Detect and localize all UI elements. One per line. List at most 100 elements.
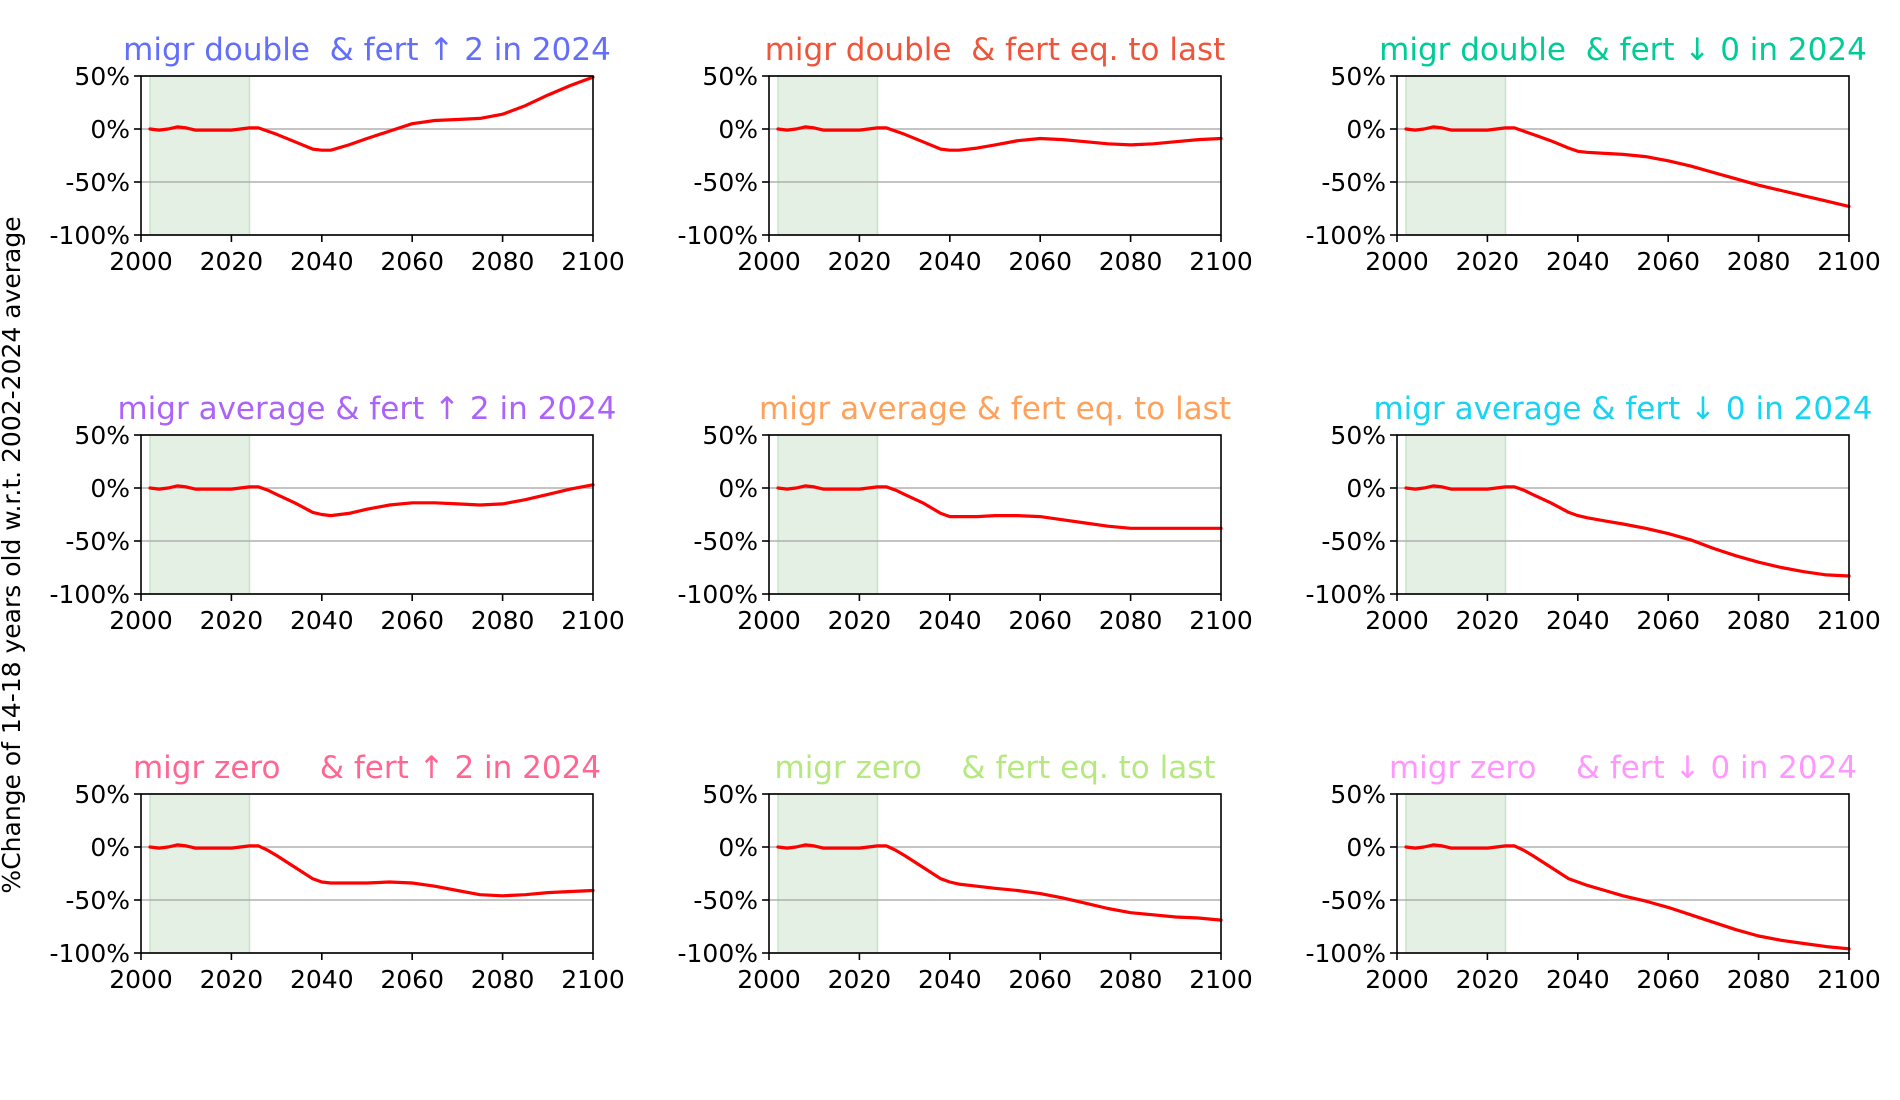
- x-tick-label: 2040: [290, 965, 354, 994]
- x-tick-label: 2020: [1456, 606, 1520, 635]
- axes-frame: [140, 793, 594, 954]
- y-tick-label: 50%: [74, 780, 130, 809]
- x-tick-label: 2000: [737, 606, 801, 635]
- series-line: [776, 484, 1223, 530]
- x-tick-label: 2060: [1008, 247, 1072, 276]
- y-tick-label: -50%: [65, 527, 130, 556]
- x-tick-label: 2060: [1636, 606, 1700, 635]
- x-tick-label: 2100: [1817, 965, 1881, 994]
- x-tick-label: 2020: [1456, 965, 1520, 994]
- y-tick-label: -100%: [1306, 580, 1387, 609]
- y-tick-label: -100%: [678, 580, 759, 609]
- y-tick-label: 50%: [702, 780, 758, 809]
- axes-frame: [140, 434, 594, 595]
- subplot-4: 50% 0% -50% -100%2000 2020 2040 2060 2080 2100 mi…: [50, 391, 625, 635]
- x-tick-label: 2000: [1365, 606, 1429, 635]
- x-tick-label: 2020: [200, 965, 264, 994]
- x-tick-label: 2100: [561, 606, 625, 635]
- x-tick-label: 2040: [290, 247, 354, 276]
- x-tick-label: 2040: [290, 606, 354, 635]
- shaded-reference-span: [777, 793, 879, 954]
- x-tick-label: 2040: [918, 965, 982, 994]
- y-tick-label: -50%: [1321, 527, 1386, 556]
- subplot-2: 50% 0% -50% -100%2000 2020 2040 2060 2080 2100 mi…: [678, 32, 1253, 276]
- series-line: [776, 125, 1223, 152]
- x-tick-label: 2080: [471, 247, 535, 276]
- series-line: [148, 843, 595, 898]
- subplot-title: migr double & fert ↑ 2 in 2024: [123, 32, 611, 68]
- x-tick-label: 2060: [1636, 965, 1700, 994]
- subplot-title: migr zero & fert ↓ 0 in 2024: [1389, 750, 1857, 786]
- x-tick-label: 2080: [471, 606, 535, 635]
- axes-frame: [768, 793, 1222, 954]
- subplot-title: migr zero & fert eq. to last: [775, 750, 1216, 786]
- y-tick-label: -50%: [1321, 886, 1386, 915]
- x-tick-label: 2060: [380, 606, 444, 635]
- y-tick-label: -50%: [693, 886, 758, 915]
- y-tick-label: -100%: [1306, 939, 1387, 968]
- x-tick-label: 2080: [471, 965, 535, 994]
- subplot-title: migr average & fert eq. to last: [759, 391, 1231, 427]
- y-tick-label: -100%: [678, 221, 759, 250]
- series-line: [1404, 843, 1851, 951]
- x-tick-label: 2100: [561, 247, 625, 276]
- x-tick-label: 2000: [109, 247, 173, 276]
- subplot-6: 50% 0% -50% -100%2000 2020 2040 2060 2080 2100 mi…: [1306, 391, 1881, 635]
- x-tick-label: 2100: [1189, 965, 1253, 994]
- y-tick-label: 0%: [718, 833, 758, 862]
- x-tick-label: 2000: [1365, 247, 1429, 276]
- shaded-reference-span: [149, 434, 251, 595]
- y-tick-label: 0%: [1346, 115, 1386, 144]
- shaded-reference-span: [1405, 434, 1507, 595]
- x-tick-label: 2100: [1817, 606, 1881, 635]
- subplot-title: migr double & fert ↓ 0 in 2024: [1379, 32, 1867, 68]
- y-tick-label: 50%: [74, 421, 130, 450]
- subplot-8: 50% 0% -50% -100%2000 2020 2040 2060 2080 2100 mi…: [678, 750, 1253, 994]
- y-tick-label: 50%: [702, 421, 758, 450]
- y-tick-label: -50%: [1321, 168, 1386, 197]
- y-tick-label: -50%: [693, 527, 758, 556]
- subplot-7: 50% 0% -50% -100%2000 2020 2040 2060 2080 2100 mi…: [50, 750, 625, 994]
- axes-frame: [768, 434, 1222, 595]
- subplot-title: migr average & fert ↓ 0 in 2024: [1373, 391, 1872, 427]
- x-tick-label: 2060: [380, 247, 444, 276]
- y-tick-label: -50%: [693, 168, 758, 197]
- y-tick-label: 0%: [90, 833, 130, 862]
- subplot-title: migr double & fert eq. to last: [765, 32, 1226, 68]
- subplot-3: 50% 0% -50% -100%2000 2020 2040 2060 2080 2100 mi…: [1306, 32, 1881, 276]
- x-tick-label: 2060: [380, 965, 444, 994]
- x-tick-label: 2100: [1189, 606, 1253, 635]
- y-tick-label: 50%: [1330, 62, 1386, 91]
- x-tick-label: 2040: [918, 247, 982, 276]
- x-tick-label: 2000: [109, 965, 173, 994]
- x-tick-label: 2100: [1189, 247, 1253, 276]
- x-tick-label: 2080: [1099, 606, 1163, 635]
- axes-frame: [768, 75, 1222, 236]
- x-tick-label: 2000: [737, 965, 801, 994]
- x-tick-label: 2000: [737, 247, 801, 276]
- x-tick-label: 2060: [1636, 247, 1700, 276]
- axes-frame: [140, 75, 594, 236]
- x-tick-label: 2000: [1365, 965, 1429, 994]
- shaded-reference-span: [149, 793, 251, 954]
- y-tick-label: 50%: [1330, 421, 1386, 450]
- subplot-5: 50% 0% -50% -100%2000 2020 2040 2060 2080 2100 mi…: [678, 391, 1253, 635]
- x-tick-label: 2040: [918, 606, 982, 635]
- x-tick-label: 2080: [1727, 965, 1791, 994]
- x-tick-label: 2060: [1008, 606, 1072, 635]
- series-line: [776, 843, 1223, 922]
- y-tick-label: -50%: [65, 168, 130, 197]
- x-tick-label: 2060: [1008, 965, 1072, 994]
- series-line: [148, 483, 595, 518]
- y-tick-label: -100%: [50, 221, 131, 250]
- y-tick-label: 0%: [1346, 833, 1386, 862]
- axes-frame: [1396, 793, 1850, 954]
- x-tick-label: 2100: [561, 965, 625, 994]
- y-tick-label: -100%: [1306, 221, 1387, 250]
- x-tick-label: 2080: [1727, 247, 1791, 276]
- axes-frame: [1396, 434, 1850, 595]
- subplot-1: 50% 0% -50% -100%2000 2020 2040 2060 2080 2100 mi…: [50, 32, 625, 276]
- y-tick-label: 0%: [90, 115, 130, 144]
- axes-frame: [1396, 75, 1850, 236]
